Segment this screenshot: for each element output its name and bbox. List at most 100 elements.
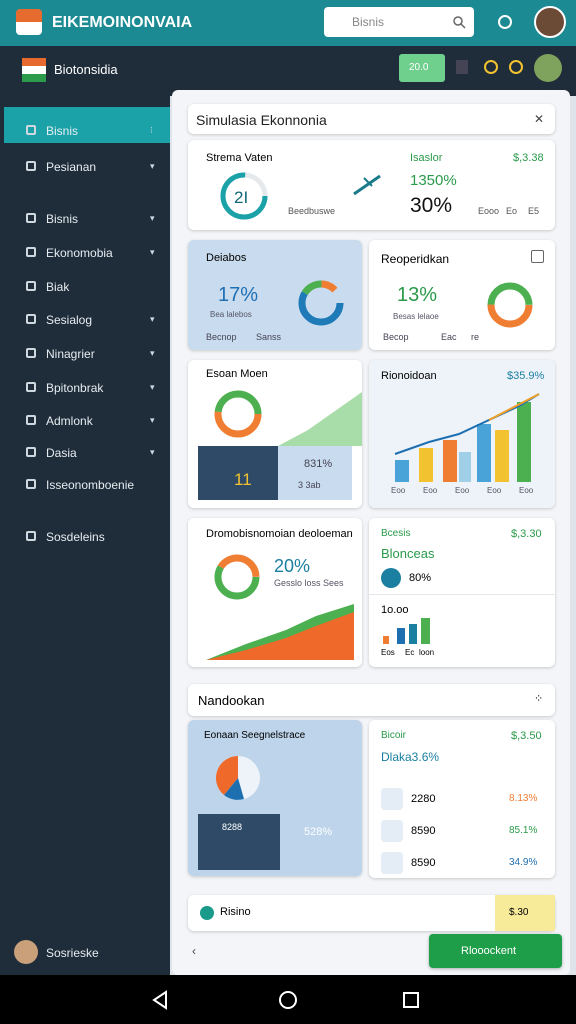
sidebar-label: Admlonk	[46, 414, 93, 428]
rate: 1350%	[410, 172, 457, 189]
donut	[298, 280, 344, 326]
sub: Gesslo loss Sees	[274, 578, 344, 588]
x-tick-label: Eoo	[487, 486, 502, 495]
amount: $,3.50	[511, 730, 542, 742]
chevron: ▾	[150, 348, 155, 358]
dark-panel	[198, 446, 278, 500]
sidebar-item[interactable]: Isseonomboenie	[22, 478, 162, 494]
sidebar-icon	[26, 281, 36, 291]
light-panel	[278, 446, 352, 500]
user-row[interactable]: Sosrieske	[14, 940, 164, 966]
sidebar-item[interactable]: Bpitonbrak ▾	[22, 381, 162, 397]
card-title: Eonaan Seegnelstrace	[204, 730, 306, 741]
more[interactable]: ⁘	[534, 693, 544, 705]
rate: 80%	[409, 572, 432, 584]
chevron: ▾	[150, 213, 155, 223]
user-name: Sosrieske	[46, 946, 99, 960]
sidebar-label: Ekonomobia	[46, 246, 113, 260]
nav-home[interactable]	[278, 990, 298, 1010]
search-placeholder: Bisnis	[352, 15, 385, 29]
rionoidoan-card: Rionoidoan $35.9% Eoo Eoo Eoo Eoo Eoo	[369, 360, 555, 508]
card-title: Dromobisnomoian deoloeman	[206, 528, 353, 540]
donut	[214, 390, 262, 438]
sidebar-label: Sesialog	[46, 313, 93, 327]
icon[interactable]	[509, 60, 523, 74]
search-icon	[453, 16, 466, 29]
sidebar-label: Isseonomboenie	[46, 478, 135, 492]
pie	[215, 756, 260, 800]
sidebar-item[interactable]: Pesianan ▾	[22, 160, 162, 176]
avatar[interactable]	[534, 6, 566, 38]
section-title: Nandookan	[198, 693, 265, 708]
sidebar-icon	[26, 213, 36, 223]
flag-icon	[22, 58, 46, 82]
foot: Ec	[405, 648, 415, 657]
sidebar-item[interactable]: Ekonomobia ▾	[22, 246, 162, 262]
eonaan-card: Eonaan Seegnelstrace 8288 528%	[188, 720, 362, 876]
card-title: Reoperidkan	[381, 252, 450, 266]
sidebar-item[interactable]: Bisnis ▾	[22, 212, 162, 228]
sidebar-icon	[26, 447, 36, 457]
x-tick-label: Eoo	[423, 486, 438, 495]
avatar[interactable]	[534, 54, 562, 82]
label: Isaslor	[410, 152, 443, 164]
chevron: ▾	[150, 161, 155, 171]
action-button[interactable]: Rlooockent	[429, 934, 562, 968]
reoperidkan-card: Reoperidkan 13% Besas lelaoe Becop Eac r…	[369, 240, 555, 350]
sidebar-label: Biak	[46, 280, 70, 294]
sidebar-icon	[26, 161, 36, 171]
search-box[interactable]: Bisnis	[324, 7, 474, 37]
nav-recent[interactable]	[402, 991, 420, 1009]
chevron: ▾	[150, 415, 155, 425]
sidebar-label: Bpitonbrak	[46, 381, 104, 395]
sync-icon[interactable]	[496, 13, 514, 31]
sidebar-icon	[26, 247, 36, 257]
icon[interactable]	[456, 60, 468, 74]
sidebar-label: Pesianan	[46, 160, 97, 174]
sidebar: Bisnis ⁝ Pesianan ▾ Bisnis ▾ Ekonomobia ▾ Biak Se…	[0, 96, 170, 975]
sidebar-item[interactable]: Biak	[22, 280, 162, 296]
donut	[487, 282, 533, 328]
row-icon	[381, 852, 403, 874]
sidebar-label: Bisnis	[46, 124, 79, 138]
share: 30%	[410, 194, 453, 217]
sidebar-item[interactable]: Sosdeleins	[22, 530, 162, 546]
row-value: 8590	[411, 825, 436, 837]
sidebar-item[interactable]: Admlonk ▾	[22, 414, 162, 430]
area-chart	[206, 604, 354, 660]
divider	[369, 594, 555, 595]
donut	[220, 172, 268, 220]
sidebar-item[interactable]: Ninagrier ▾	[22, 347, 162, 363]
x-axis: Eoo Eoo Eoo Eoo Eoo	[391, 486, 551, 498]
icon[interactable]	[484, 60, 498, 74]
tag[interactable]: $.30	[495, 895, 555, 931]
bcesis-card: Bcesis $,3.30 Blonceas 80% 1o.oo Eos Ec …	[369, 518, 555, 667]
badge[interactable]: 20.0	[399, 54, 445, 82]
close[interactable]: ✕	[534, 112, 545, 126]
foot: re	[471, 332, 480, 342]
sidebar-label: Bisnis	[46, 212, 79, 226]
app-title: EIKEMOINONVAIA	[52, 14, 193, 31]
sidebar-item[interactable]: Sesialog ▾	[22, 313, 162, 329]
chevron: ⁝	[150, 125, 153, 135]
value: 11	[234, 470, 252, 489]
calendar-icon[interactable]	[531, 250, 544, 263]
donut	[214, 554, 260, 600]
user-avatar	[14, 940, 38, 964]
sidebar-item[interactable]: Dasia ▾	[22, 446, 162, 462]
dark-panel	[198, 814, 280, 870]
foot: Eos	[381, 648, 395, 657]
panel-title: Simulasia Ekonnonia	[196, 112, 327, 128]
sidebar-label: Ninagrier	[46, 347, 95, 361]
sidebar-item[interactable]: Bisnis ⁝	[22, 124, 162, 140]
top-bar: EIKEMOINONVAIA Bisnis	[0, 0, 576, 46]
section-header: Nandookan ⁘	[188, 684, 555, 716]
foot: Eo	[506, 206, 518, 216]
nav-back[interactable]	[150, 990, 170, 1010]
value: 8288	[222, 822, 243, 832]
rate-icon	[381, 568, 401, 588]
back-arrow[interactable]: ‹	[192, 944, 196, 958]
bar-chart	[383, 618, 430, 644]
